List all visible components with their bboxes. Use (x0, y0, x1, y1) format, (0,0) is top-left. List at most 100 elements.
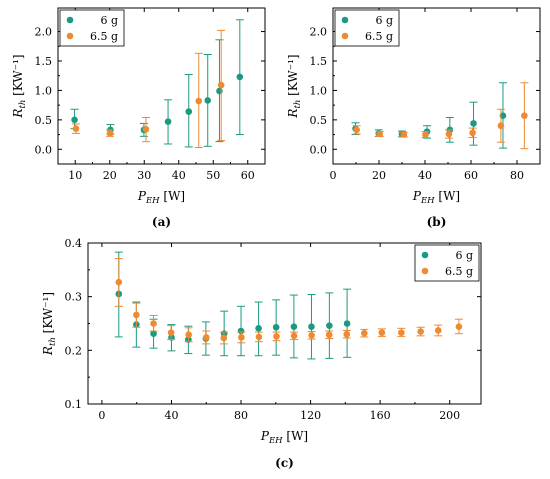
data-point (220, 334, 228, 342)
panel-label: (a) (152, 215, 171, 229)
data-point (343, 320, 351, 327)
y-axis-title-sub: th (18, 100, 28, 109)
legend-label-6-5g: 6.5 g (365, 30, 393, 43)
x-tick-label: 60 (464, 169, 478, 182)
data-point (434, 327, 442, 334)
y-axis-title: Rth [KW⁻¹] (41, 292, 58, 356)
legend-box (334, 9, 400, 47)
y-tick-label: 1.5 (310, 55, 328, 68)
y-axis-title-main: R (11, 109, 25, 119)
data-point (106, 130, 114, 137)
data-point (455, 323, 463, 331)
data-point (142, 125, 150, 133)
y-tick-label: 0.2 (65, 344, 83, 357)
data-point (470, 120, 477, 127)
legend-box (414, 244, 480, 282)
data-point (353, 126, 360, 134)
data-point (417, 328, 424, 335)
data-point (308, 332, 315, 339)
data-point (326, 322, 333, 329)
x-axis-title-main: P (260, 429, 270, 443)
data-point (238, 334, 245, 341)
x-tick-label: 20 (103, 169, 117, 182)
x-axis-title-unit: [W] (160, 189, 186, 203)
data-point (202, 334, 210, 341)
legend-label-6g: 6 g (375, 14, 393, 27)
data-point (115, 278, 123, 286)
data-point (469, 129, 476, 137)
data-point (361, 329, 368, 337)
y-tick-label: 2.0 (35, 26, 53, 39)
data-point (255, 333, 263, 341)
plot-frame (332, 7, 541, 165)
x-tick-label: 40 (164, 409, 178, 422)
data-point (255, 325, 262, 332)
x-tick-label: 0 (330, 169, 337, 182)
data-point (204, 97, 212, 104)
legend-marker-6g (341, 16, 349, 24)
y-axis-title-main: R (286, 109, 300, 119)
legend: 6 g 6.5 g (334, 9, 400, 47)
panel-c-chart: 0 40 80 120 160 200 0.1 0.2 0.3 0.4 PEH [W] Rth [KW… (41, 237, 482, 470)
data-point (343, 330, 351, 338)
y-tick-label: 0.5 (310, 114, 328, 127)
data-point (272, 323, 280, 331)
data-point (164, 118, 172, 125)
panel-b-chart: 0 20 40 60 80 0.0 0.5 1.0 1.5 2.0 PEH [W] Rth [KW⁻¹… (286, 7, 541, 229)
legend-marker-6g (421, 251, 429, 259)
y-axis-title-unit: [KW⁻¹] (11, 54, 25, 99)
series-6g (70, 19, 244, 148)
x-axis-title-main: P (137, 189, 147, 203)
x-tick-label: 60 (241, 169, 255, 182)
x-tick-label: 40 (172, 169, 186, 182)
y-tick-label: 0.3 (65, 291, 83, 304)
data-point (325, 331, 333, 339)
data-point (400, 131, 408, 138)
data-point (497, 122, 505, 130)
y-tick-label: 0.5 (35, 114, 53, 127)
x-axis-title: PEH [W] (137, 189, 185, 206)
data-point (185, 331, 192, 339)
y-tick-label: 0.4 (65, 237, 83, 250)
legend-label-6g: 6 g (455, 249, 473, 262)
legend: 6 g 6.5 g (414, 244, 480, 282)
y-axis-title: Rth [KW⁻¹] (11, 54, 28, 118)
legend-label-6g: 6 g (100, 14, 118, 27)
y-tick-label: 1.0 (35, 84, 53, 97)
y-tick-label: 0.1 (65, 398, 83, 411)
data-point (308, 323, 315, 331)
series-6g (114, 251, 352, 360)
data-point (195, 97, 203, 105)
x-tick-label: 20 (372, 169, 386, 182)
data-point (376, 130, 383, 138)
legend-marker-6g (66, 16, 74, 24)
series-6g (351, 82, 507, 149)
data-point (72, 125, 80, 132)
y-tick-label: 1.5 (35, 55, 53, 68)
x-tick-label: 40 (418, 169, 432, 182)
data-point (273, 333, 280, 340)
data-point (167, 329, 175, 336)
legend-marker-6-5g (341, 32, 349, 40)
x-axis-title-sub: EH (268, 436, 283, 446)
data-point (150, 320, 157, 327)
data-point (236, 73, 244, 81)
data-point (422, 131, 429, 138)
y-axis-title-unit: [KW⁻¹] (286, 54, 300, 99)
series-6-5g (71, 29, 226, 149)
y-axis-title: Rth [KW⁻¹] (286, 54, 303, 118)
data-point (217, 81, 225, 89)
panel-a-chart: 10 20 30 40 50 60 0.0 0.5 1.0 1.5 2.0 PEH [W] Rth [K… (11, 7, 266, 229)
x-axis-title: PEH [W] (260, 429, 308, 446)
x-tick-label: 0 (98, 409, 105, 422)
data-point (237, 327, 245, 335)
x-axis-title-unit: [W] (283, 429, 309, 443)
legend-marker-6-5g (66, 32, 74, 40)
data-point (290, 323, 298, 331)
data-point (521, 112, 528, 120)
data-point (133, 311, 140, 319)
x-axis-title: PEH [W] (412, 189, 460, 206)
legend-label-6-5g: 6.5 g (445, 265, 473, 278)
x-tick-label: 50 (206, 169, 220, 182)
x-tick-label: 30 (137, 169, 151, 182)
